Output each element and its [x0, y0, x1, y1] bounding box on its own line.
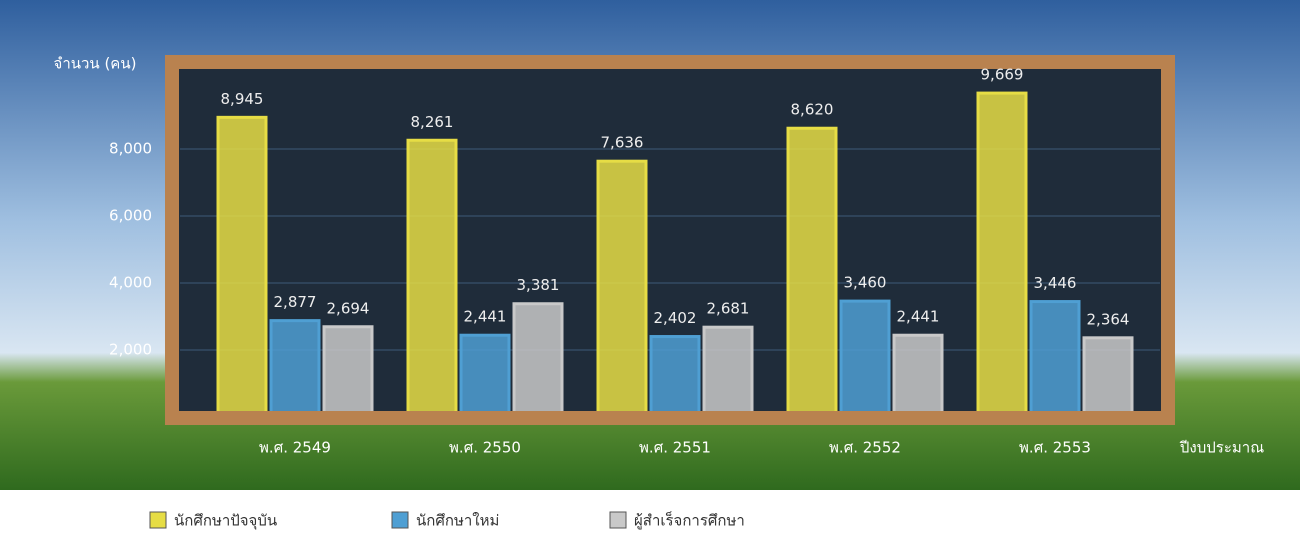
- x-tick-label: พ.ศ. 2549: [259, 439, 331, 457]
- data-label: 2,402: [654, 309, 697, 327]
- x-tick-label: พ.ศ. 2551: [639, 439, 711, 457]
- y-tick-label: 8,000: [109, 140, 152, 158]
- bar: [1082, 336, 1134, 419]
- legend: นักศึกษาปัจจุบัน นักศึกษาใหม่ ผู้สำเร็จการ…: [149, 511, 745, 531]
- y-axis-label: จำนวน (คน): [54, 55, 137, 73]
- data-label: 3,460: [844, 274, 887, 292]
- bar: [786, 126, 838, 419]
- data-label: 8,620: [791, 101, 834, 119]
- x-tick-label: พ.ศ. 2553: [1019, 439, 1091, 457]
- data-label: 2,441: [897, 308, 940, 326]
- x-tick-label: พ.ศ. 2552: [829, 439, 901, 457]
- bar: [596, 159, 648, 419]
- bar: [839, 299, 891, 419]
- frame: [165, 55, 1175, 425]
- data-label: 2,364: [1087, 310, 1130, 328]
- labels: 2,000 4,000 6,000 8,000 พ.ศ. 2549 8,945 2,877 2…: [109, 66, 1129, 457]
- data-label: 3,381: [517, 276, 560, 294]
- bar: [216, 115, 268, 419]
- y-tick-label: 2,000: [109, 341, 152, 359]
- bar: [892, 333, 944, 419]
- legend-label: นักศึกษาใหม่: [416, 512, 499, 530]
- data-label: 9,669: [981, 66, 1024, 84]
- data-label: 2,877: [274, 293, 317, 311]
- legend-label: นักศึกษาปัจจุบัน: [174, 512, 277, 531]
- legend-swatch: [609, 511, 627, 529]
- y-tick-label: 6,000: [109, 207, 152, 225]
- data-label: 2,681: [707, 300, 750, 318]
- legend-label: ผู้สำเร็จการศึกษา: [634, 511, 745, 530]
- bar: [406, 138, 458, 419]
- data-label: 2,441: [464, 308, 507, 326]
- bar: [976, 91, 1028, 419]
- data-label: 7,636: [601, 134, 644, 152]
- data-label: 3,446: [1034, 274, 1077, 292]
- data-label: 2,694: [327, 299, 370, 317]
- legend-swatch: [391, 511, 409, 529]
- data-label: 8,261: [411, 113, 454, 131]
- bar: [649, 335, 701, 419]
- x-tick-label: พ.ศ. 2550: [449, 439, 521, 457]
- bar: [1029, 300, 1081, 419]
- bar: [459, 333, 511, 419]
- x-axis-label: ปีงบประมาณ: [1179, 439, 1264, 457]
- bar: [269, 319, 321, 419]
- bar: [322, 325, 374, 419]
- bar: [512, 302, 564, 419]
- bar: [702, 325, 754, 419]
- data-label: 8,945: [221, 90, 264, 108]
- y-tick-label: 4,000: [109, 274, 152, 292]
- legend-swatch: [149, 511, 167, 529]
